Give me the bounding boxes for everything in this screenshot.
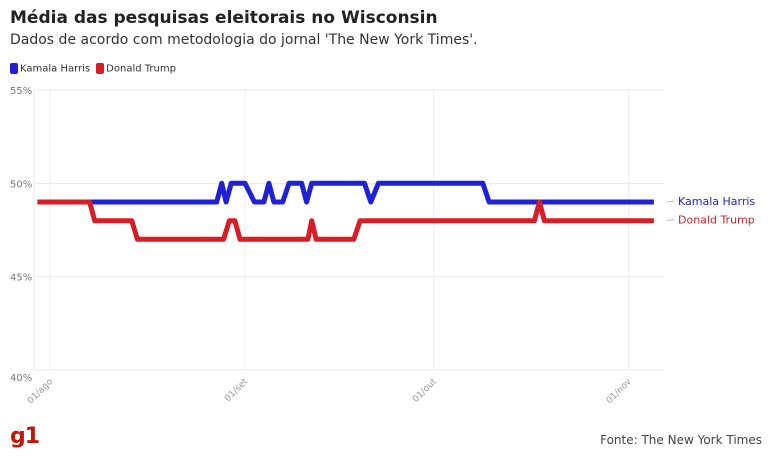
label-connector xyxy=(666,200,675,203)
legend-item-harris[interactable]: Kamala Harris xyxy=(10,63,90,75)
series-line-kamala-harris xyxy=(37,180,654,205)
y-tick-label: 55% xyxy=(10,86,32,97)
x-tick-label: 01/set xyxy=(223,377,250,404)
legend-swatch xyxy=(96,63,105,74)
chart-title: Média das pesquisas eleitorais no Wiscon… xyxy=(10,8,438,28)
series-line-donald-trump xyxy=(37,199,654,242)
x-tick-label: 01/out xyxy=(411,377,439,405)
legend-swatch xyxy=(10,63,18,74)
legend-label: Kamala Harris xyxy=(20,63,91,75)
legend-label: Donald Trump xyxy=(106,63,176,75)
chart-subtitle: Dados de acordo com metodologia do jorna… xyxy=(10,32,478,48)
g1-logo: g1 xyxy=(10,424,40,449)
y-tick-label: 50% xyxy=(10,179,32,190)
legend: Kamala Harris Donald Trump xyxy=(10,63,176,75)
legend-item-trump[interactable]: Donald Trump xyxy=(96,63,176,75)
x-tick-label: 01/nov xyxy=(605,377,634,406)
y-tick-label: 45% xyxy=(10,273,32,284)
series-end-label: Kamala Harris xyxy=(678,195,755,208)
source-note: Fonte: The New York Times xyxy=(600,433,762,447)
y-tick-label: 40% xyxy=(10,373,32,384)
series-end-label: Donald Trump xyxy=(678,214,755,227)
label-connector xyxy=(666,219,675,222)
